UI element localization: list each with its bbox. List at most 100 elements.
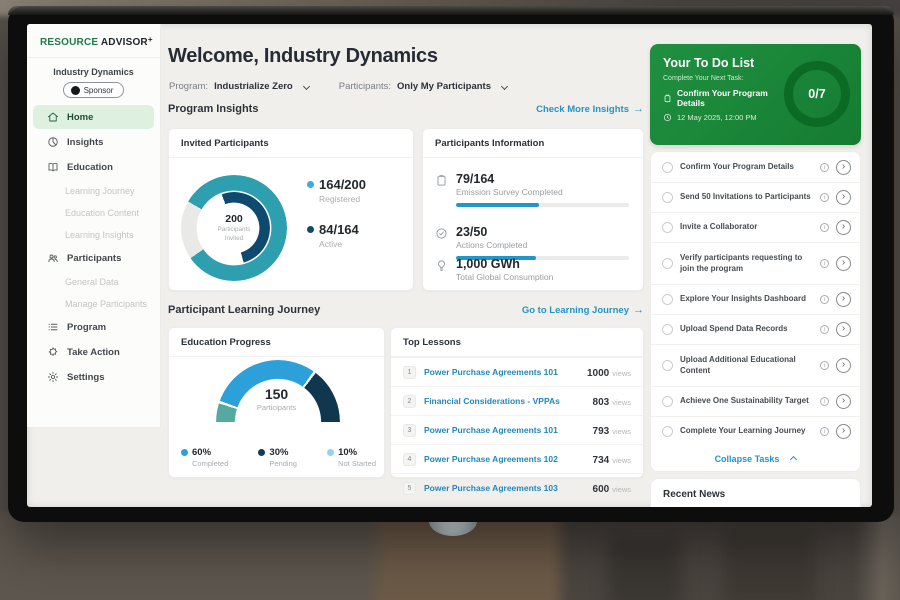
task-checkbox[interactable] (662, 258, 673, 269)
lesson-row: 3 Power Purchase Agreements 101 793 views (391, 415, 643, 444)
completed-dot (181, 449, 188, 456)
task-checkbox[interactable] (662, 426, 673, 437)
gauge-center: 150 Participants (169, 386, 384, 412)
sidebar-item-take-action[interactable]: Take Action (33, 340, 154, 364)
todo-hero-card: Your To Do List Complete Your Next Task:… (650, 44, 861, 145)
sidebar-item-program[interactable]: Program (33, 315, 154, 339)
background-shadow-left (608, 538, 682, 600)
education-progress-title: Education Progress (169, 328, 384, 357)
invited-donut-center: 200 Participants Invited (211, 205, 257, 251)
lesson-rank: 5 (403, 481, 416, 495)
lesson-row: 1 Power Purchase Agreements 101 1000 view… (391, 357, 643, 386)
sidebar-item-insights[interactable]: Insights (33, 130, 154, 154)
invited-legend: 164/200 Registered 84/164 Active (307, 177, 366, 249)
task-checkbox[interactable] (662, 192, 673, 203)
actions-progress-track (456, 256, 629, 260)
sidebar-item-learning-insights[interactable]: Learning Insights (33, 224, 154, 245)
task-checkbox[interactable] (662, 222, 673, 233)
chevron-right-button[interactable]: › (836, 322, 851, 337)
home-icon (47, 111, 59, 123)
sidebar-item-manage-participants[interactable]: Manage Participants (33, 293, 154, 314)
chevron-right-button[interactable]: › (836, 159, 851, 175)
todo-task-row[interactable]: Upload Additional Educational Content i … (651, 344, 860, 386)
todo-task-row[interactable]: Upload Spend Data Records i › (651, 314, 860, 344)
sidebar-item-learning-journey[interactable]: Learning Journey (33, 180, 154, 201)
logo-primary: RESOURCE (40, 37, 99, 48)
participants-filter[interactable]: Participants: Only My Participants (339, 81, 509, 92)
sidebar-item-settings[interactable]: Settings (33, 365, 154, 389)
info-icon[interactable]: i (820, 162, 829, 172)
info-icon[interactable]: i (820, 361, 829, 370)
task-checkbox[interactable] (662, 161, 673, 173)
pending-dot (258, 449, 266, 456)
survey-label: Emission Survey Completed (456, 187, 563, 197)
legend-pending: 30% Pending (258, 447, 297, 468)
info-icon[interactable]: i (820, 295, 829, 304)
participants-information-title: Participants Information (423, 129, 643, 158)
sidebar-item-label: Education Content (65, 207, 140, 218)
gauge-legend: 60% Completed 30% Pending 10% Not Started (181, 447, 376, 468)
todo-task-row[interactable]: Verify participants requesting to join t… (651, 242, 860, 284)
lesson-link[interactable]: Power Purchase Agreements 102 (424, 454, 558, 464)
todo-task-row[interactable]: Invite a Collaborator i › (651, 212, 860, 242)
lesson-rank: 4 (403, 452, 416, 466)
info-icon[interactable]: i (820, 397, 829, 406)
todo-subtitle: Complete Your Next Task: (663, 75, 744, 82)
task-checkbox[interactable] (662, 396, 673, 407)
check-more-insights-link[interactable]: Check More Insights → (536, 103, 644, 115)
todo-task-row[interactable]: Confirm Your Program Details i › (651, 152, 860, 182)
collapse-tasks-link[interactable]: Collapse Tasks (651, 446, 860, 471)
info-icon[interactable]: i (820, 193, 829, 202)
go-to-learning-journey-link[interactable]: Go to Learning Journey → (521, 304, 644, 316)
chevron-right-button[interactable]: › (836, 358, 851, 373)
task-checkbox[interactable] (662, 294, 673, 305)
sidebar-item-home[interactable]: Home (33, 105, 154, 129)
chevron-right-button[interactable]: › (836, 394, 851, 409)
info-icon[interactable]: i (820, 427, 829, 436)
todo-task-list: Confirm Your Program Details i › Send 50… (650, 151, 861, 472)
todo-task-row[interactable]: Send 50 Invitations to Participants i › (651, 182, 860, 212)
sidebar-item-general-data[interactable]: General Data (33, 271, 154, 292)
chevron-right-button[interactable]: › (836, 292, 851, 307)
program-filter[interactable]: Program: Industrialize Zero (169, 81, 310, 92)
sidebar-item-participants[interactable]: Participants (33, 246, 154, 270)
sidebar-item-label: Insights (67, 136, 104, 148)
program-insights-header: Program Insights Check More Insights → (168, 103, 644, 115)
lesson-rank: 1 (403, 365, 416, 379)
learning-journey-title: Participant Learning Journey (168, 304, 321, 316)
task-checkbox[interactable] (662, 324, 673, 335)
gauge-center-value: 150 (264, 386, 289, 402)
info-row-consumption: 1,000 GWh Total Global Consumption (435, 257, 629, 282)
lesson-link[interactable]: Power Purchase Agreements 103 (424, 483, 558, 493)
task-checkbox[interactable] (662, 360, 673, 371)
chevron-right-button[interactable]: › (836, 220, 851, 235)
chevron-right-button[interactable]: › (836, 256, 851, 271)
program-filter-value: Industrialize Zero (214, 81, 293, 92)
todo-task-row[interactable]: Complete Your Learning Journey i › (651, 416, 860, 446)
chevron-right-button[interactable]: › (836, 190, 851, 205)
list-icon (47, 321, 59, 333)
lesson-row: 4 Power Purchase Agreements 102 734 views (391, 444, 643, 473)
clipboard-icon (435, 174, 448, 187)
todo-progress-value: 0/7 (808, 87, 826, 101)
todo-task-row[interactable]: Explore Your Insights Dashboard i › (651, 284, 860, 314)
chevron-right-button[interactable]: › (836, 424, 851, 439)
info-icon[interactable]: i (820, 223, 829, 232)
lesson-link[interactable]: Financial Considerations - VPPAs (424, 396, 560, 406)
sidebar-item-label: Take Action (67, 346, 120, 358)
sidebar-item-education[interactable]: Education (33, 155, 154, 179)
sponsor-badge: Sponsor (62, 82, 125, 98)
lesson-link[interactable]: Power Purchase Agreements 101 (424, 367, 558, 377)
sidebar-item-label: General Data (65, 276, 119, 287)
sidebar-item-label: Settings (67, 371, 105, 383)
consumption-value: 1,000 GWh (456, 257, 520, 271)
learning-journey-header: Participant Learning Journey Go to Learn… (168, 304, 644, 316)
clock-icon (663, 113, 672, 122)
todo-task-row[interactable]: Achieve One Sustainability Target i › (651, 386, 860, 416)
screen: RESOURCE ADVISOR+ Industry Dynamics Spon… (27, 24, 872, 507)
sidebar-item-education-content[interactable]: Education Content (33, 202, 154, 223)
info-icon[interactable]: i (820, 325, 829, 334)
info-icon[interactable]: i (820, 259, 829, 268)
consumption-label: Total Global Consumption (456, 272, 554, 282)
lesson-link[interactable]: Power Purchase Agreements 101 (424, 425, 558, 435)
